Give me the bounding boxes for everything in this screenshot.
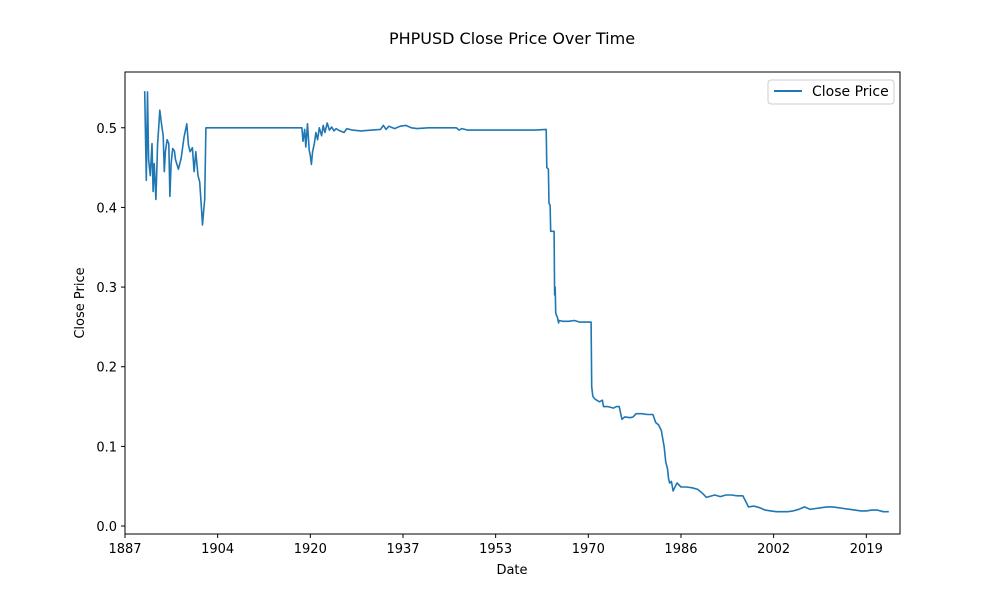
x-tick-label: 1887 [108,542,141,557]
y-tick-label: 0.4 [96,201,117,216]
x-tick-label: 1904 [201,542,234,557]
series-line-close-price [143,91,889,513]
y-tick-label: 0.2 [96,361,117,376]
x-tick-label: 1937 [386,542,419,557]
legend-box [767,79,895,105]
y-tick-label: 0.1 [96,440,117,455]
y-tick-label: 0.0 [96,520,117,535]
x-tick-label: 1953 [479,542,512,557]
x-axis: 1887 1904 1920 1937 1953 1970 1986 2002 2019 [108,534,883,557]
x-tick-label: 1986 [664,542,697,557]
x-tick-label: 2002 [757,542,790,557]
x-tick-label: 1920 [294,542,327,557]
legend-label-close-price: Close Price [812,84,889,100]
y-tick-label: 0.3 [96,281,117,296]
x-tick-label: 2019 [850,542,883,557]
x-tick-label: 1970 [572,542,605,557]
chart-title: PHPUSD Close Price Over Time [389,29,635,48]
plot-area [124,71,901,535]
y-axis-label: Close Price [73,267,88,338]
legend: Close Price [767,79,895,105]
y-tick-label: 0.5 [96,122,117,137]
y-axis: 0.0 0.1 0.2 0.3 0.4 0.5 [96,122,125,535]
series-layer [143,91,889,513]
plot-frame [124,71,901,535]
x-axis-label: Date [496,563,527,578]
